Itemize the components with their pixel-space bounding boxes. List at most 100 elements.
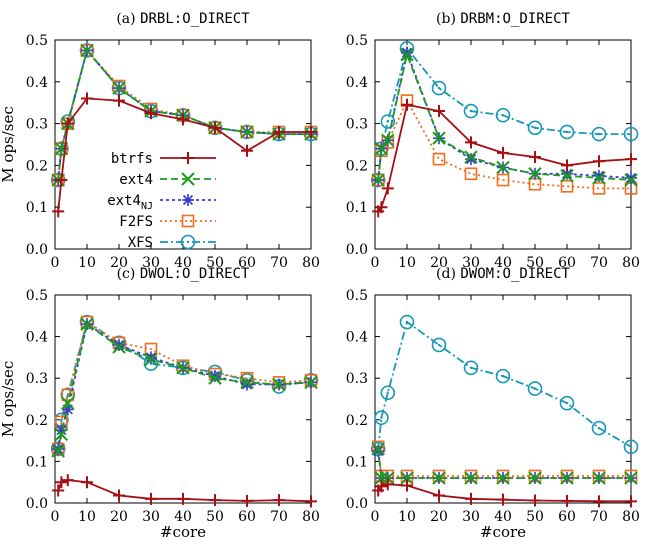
series-line-ext4 [57,48,311,181]
legend-label: btrfs [111,151,153,167]
y-axis-label: M ops/sec [0,361,17,438]
data-point-btrfs [177,113,189,126]
x-tick-label: 80 [302,255,320,271]
data-point-btrfs [305,495,317,508]
x-axis-label: #core [480,523,526,541]
data-point-ext4 [176,361,190,375]
data-point-ext4 [560,471,574,485]
legend-swatch-marker-dot [186,240,190,244]
legend-item-XFS: XFS [128,234,216,251]
y-tick-label: 0.4 [26,330,48,346]
data-point-XFS [591,420,607,436]
data-point-ext4 [144,352,158,367]
data-point-btrfs [529,151,541,164]
data-point-XFS [463,360,479,376]
data-point-ext4NJ [465,153,477,166]
data-point-ext4NJ [593,169,605,182]
data-point-F2FS [61,388,75,402]
data-point-XFS-dot [437,86,441,90]
data-point-ext4 [400,47,414,62]
y-tick-label: 0.1 [346,200,368,216]
data-point-ext4NJ [55,424,68,437]
data-point-XFS-dot [629,445,633,449]
x-tick-label: 20 [110,255,128,271]
data-point-XFS-dot [386,120,389,123]
y-tick-label: 0.5 [26,288,48,304]
data-point-ext4 [560,169,574,183]
y-tick-label: 0.3 [346,117,368,133]
y-tick-label: 0.2 [26,158,48,174]
data-point-XFS-dot [629,132,633,136]
data-point-btrfs [241,144,253,157]
data-point-ext4 [528,167,542,181]
legend-swatch-marker [180,234,196,250]
legend-swatch-marker [182,152,194,164]
y-tick-label: 0.3 [346,371,368,387]
data-point-XFS-dot [597,426,601,430]
x-tick-label: 70 [590,509,608,525]
data-point-btrfs [561,494,573,507]
data-point-ext4 [80,43,94,58]
data-point-ext4 [592,471,606,485]
series-ext4 [371,442,638,485]
data-point-ext4 [381,471,395,485]
data-point-XFS [559,395,575,411]
y-tick-label: 0.0 [346,496,368,512]
legend-swatch-marker [181,214,195,228]
legend-label: F2FS [119,214,153,230]
data-point-ext4 [381,133,395,148]
legend-label-text: ext4 [119,172,153,188]
data-point-ext4NJ [209,370,221,383]
data-point-btrfs [529,494,541,507]
data-point-btrfs [625,495,637,508]
legend-swatch-marker [181,172,195,186]
legend-item-btrfs: btrfs [111,151,216,167]
data-point-XFS [527,120,543,136]
panel-d: 0.0 0.1 0.2 0.3 0.4 0.5 0 10 20 30 40 50 60 70 80 (d) D… [346,266,640,541]
legend-label: XFS [128,235,153,251]
y-tick-label: 0.2 [346,413,368,429]
data-point-btrfs [209,121,221,134]
data-point-XFS [591,126,607,142]
data-point-ext4NJ [61,403,74,416]
data-point-XFS [374,410,389,426]
x-tick-label: 0 [371,255,380,271]
x-tick-label: 40 [174,509,192,525]
data-point-ext4 [54,427,69,442]
x-tick-label: 60 [558,509,576,525]
data-point-btrfs [381,478,394,491]
legend-label-text: btrfs [111,151,153,167]
data-point-btrfs [81,476,93,489]
data-point-ext4NJ [561,167,573,180]
series-btrfs [52,92,317,218]
x-tick-label: 80 [302,509,320,525]
legend-label: ext4 [119,172,153,188]
data-point-btrfs [465,492,477,505]
data-point-XFS-dot [565,130,569,134]
y-tick-label: 0.4 [346,330,368,346]
data-point-ext4NJ [241,378,253,391]
data-point-btrfs [593,155,605,168]
legend-item-ext4NJ: ext4NJ [107,193,216,212]
data-point-XFS [380,114,396,129]
series-line-ext4 [377,448,631,479]
panel-title-name: DWOL:O_DIRECT [140,266,250,282]
data-point-F2FS [496,173,510,187]
data-point-XFS [79,43,95,58]
series-XFS [370,314,639,457]
data-point-XFS-dot [469,109,473,113]
data-point-F2FS [592,182,606,195]
x-tick-label: 30 [462,255,480,271]
data-point-ext4 [240,375,254,390]
data-point-btrfs [52,484,65,497]
x-tick-label: 20 [430,255,448,271]
data-point-ext4 [371,442,385,456]
panel-title-prefix: (c) [117,266,140,282]
data-point-XFS [431,337,447,353]
x-tick-label: 70 [270,255,288,271]
y-tick-label: 0.4 [26,75,48,91]
data-point-XFS [399,314,415,330]
x-tick-label: 40 [494,509,512,525]
x-tick-label: 50 [526,509,544,525]
data-point-btrfs [209,494,221,507]
